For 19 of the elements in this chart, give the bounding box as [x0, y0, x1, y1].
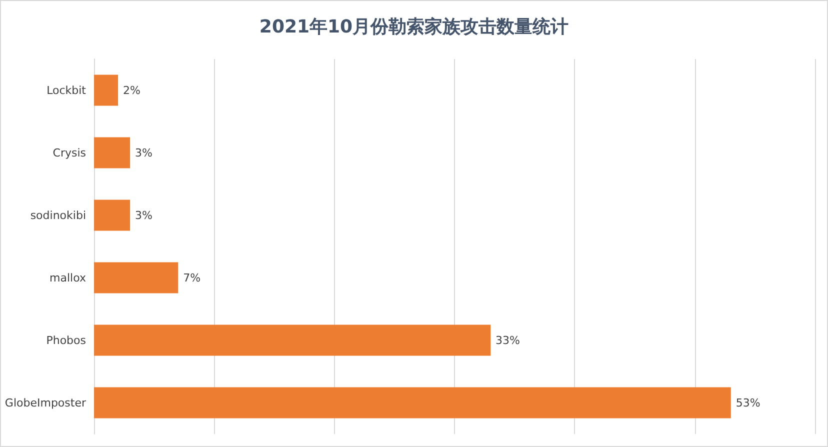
y-tick-label: Lockbit [46, 84, 87, 97]
data-label: 53% [736, 396, 760, 410]
chart-title: 2021年10月份勒索家族攻击数量统计 [259, 16, 569, 38]
data-label: 33% [496, 334, 520, 347]
bar [94, 387, 731, 418]
bar [94, 262, 178, 294]
y-tick-label: Phobos [46, 334, 86, 347]
data-label: 3% [135, 146, 153, 160]
data-label: 2% [123, 84, 140, 97]
y-tick-label: mallox [50, 271, 86, 284]
y-tick-label: GlobeImposter [4, 396, 86, 410]
bar [94, 137, 130, 168]
y-tick-label: Crysis [52, 146, 86, 160]
data-label: 3% [135, 208, 153, 222]
data-label: 7% [183, 271, 201, 284]
y-tick-label: sodinokibi [30, 208, 86, 222]
bar [94, 74, 118, 106]
bar [94, 324, 491, 356]
bar [94, 200, 130, 231]
